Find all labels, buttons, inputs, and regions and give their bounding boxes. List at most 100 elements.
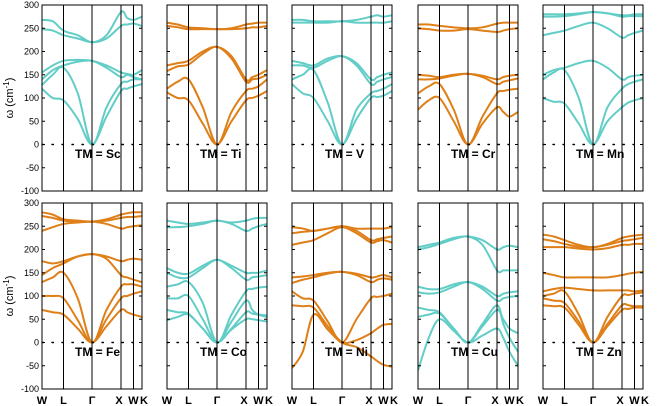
y-tick-label: 0 [34, 140, 39, 150]
y-tick-label: 100 [24, 93, 39, 103]
panel-label: TM = Cu [451, 345, 498, 359]
phonon-branch [167, 293, 267, 344]
y-axis-title: ω (cm-1) [2, 276, 16, 317]
y-tick-label: 150 [24, 268, 39, 278]
phonon-branch [543, 67, 643, 146]
phonon-branch [418, 235, 518, 274]
phonon-branch [418, 235, 518, 251]
y-tick-label: 300 [24, 0, 39, 10]
phonon-branch [543, 242, 643, 251]
y-tick-label: 300 [24, 198, 39, 208]
y-tick-label: 200 [24, 47, 39, 57]
phonon-branch [418, 95, 518, 146]
y-axis-title: ω (cm-1) [2, 78, 16, 119]
dispersion-panel: TM = CuW L Γ X W K [413, 202, 524, 406]
x-tick-label: X [491, 395, 499, 406]
dispersion-curves [167, 21, 267, 146]
phonon-branch [42, 66, 142, 146]
phonon-branch [543, 304, 643, 344]
x-tick-label: L [310, 395, 317, 406]
phonon-branch [42, 270, 142, 344]
x-tick-label: W [413, 395, 424, 406]
phonon-branch [292, 14, 392, 23]
dispersion-panel: -100 -50 0 50 100 150 200 250 300 ω (cm-1) TM = Fe… [2, 198, 148, 406]
phonon-branch [42, 220, 142, 232]
panel-label: TM = Ti [200, 147, 241, 161]
dispersion-panel: TM = NiW L Γ X W K [287, 202, 398, 406]
y-tick-label: 250 [24, 23, 39, 33]
phonon-branch [292, 225, 392, 242]
y-tick-label: 250 [24, 221, 39, 231]
x-tick-label: Γ [339, 395, 346, 406]
x-tick-label: W [538, 395, 549, 406]
phonon-branch [292, 67, 392, 146]
phonon-branch [292, 290, 392, 344]
x-tick-label: L [561, 395, 568, 406]
x-tick-label: X [365, 395, 373, 406]
dispersion-panel: TM = CoW L Γ X W K [162, 202, 273, 406]
phonon-branch [418, 81, 518, 146]
x-tick-label: Γ [89, 395, 96, 406]
y-tick-label: 0 [34, 338, 39, 348]
dispersion-curves [543, 233, 643, 344]
x-tick-label: K [140, 395, 148, 406]
x-tick-label: W [629, 395, 640, 406]
panel-label: TM = Mn [576, 147, 624, 161]
phonon-branch [418, 27, 518, 33]
dispersion-panel: TM = ZnW L Γ X W K [538, 202, 649, 406]
x-tick-label: L [60, 395, 67, 406]
phonon-branch [292, 226, 392, 246]
phonon-branch [167, 219, 267, 233]
x-tick-label: X [616, 395, 624, 406]
x-tick-label: K [390, 395, 398, 406]
dispersion-curves [292, 225, 392, 369]
phonon-branch [543, 10, 643, 18]
phonon-branch [418, 318, 518, 371]
phonon-branch [292, 83, 392, 146]
phonon-branch [292, 55, 392, 86]
phonon-branch [167, 76, 267, 146]
y-tick-label: -100 [21, 384, 39, 394]
x-tick-label: W [37, 395, 48, 406]
dispersion-panel: -100 -50 0 50 100 150 200 250 300 ω (cm-1) TM = Sc [2, 0, 143, 196]
y-tick-label: 50 [29, 116, 39, 126]
x-tick-label: X [115, 395, 123, 406]
phonon-branch [418, 21, 518, 30]
phonon-branch [167, 45, 267, 84]
phonon-branch [292, 270, 392, 284]
x-tick-label: L [185, 395, 192, 406]
phonon-branch [167, 90, 267, 146]
phonon-branch [418, 304, 518, 353]
x-tick-label: K [516, 395, 524, 406]
phonon-branch [167, 24, 267, 31]
phonon-branch [292, 20, 392, 24]
dispersion-curves [543, 10, 643, 146]
y-tick-label: 100 [24, 291, 39, 301]
phonon-branch [167, 313, 267, 344]
x-tick-label: Γ [214, 395, 221, 406]
x-tick-label: Γ [465, 395, 472, 406]
phonon-branch [42, 215, 142, 223]
x-tick-label: Γ [590, 395, 597, 406]
phonon-branch [418, 72, 518, 86]
phonon-branch [543, 286, 643, 293]
x-tick-label: W [378, 395, 389, 406]
dispersion-panel: TM = V [291, 4, 393, 192]
dispersion-panel: TM = Cr [417, 4, 519, 192]
phonon-branch [42, 253, 142, 284]
phonon-branch [543, 21, 643, 39]
phonon-branch [42, 22, 142, 44]
x-tick-label: W [253, 395, 264, 406]
dispersion-curves [292, 14, 392, 146]
y-tick-label: -50 [26, 361, 39, 371]
x-tick-label: W [287, 395, 298, 406]
phonon-branch [543, 236, 643, 249]
x-tick-label: K [265, 395, 273, 406]
y-tick-label: 200 [24, 245, 39, 255]
phonon-branch [292, 312, 392, 369]
y-tick-label: -100 [21, 186, 39, 196]
y-tick-label: 150 [24, 70, 39, 80]
panel-label: TM = Co [200, 345, 247, 359]
y-tick-label: -50 [26, 163, 39, 173]
